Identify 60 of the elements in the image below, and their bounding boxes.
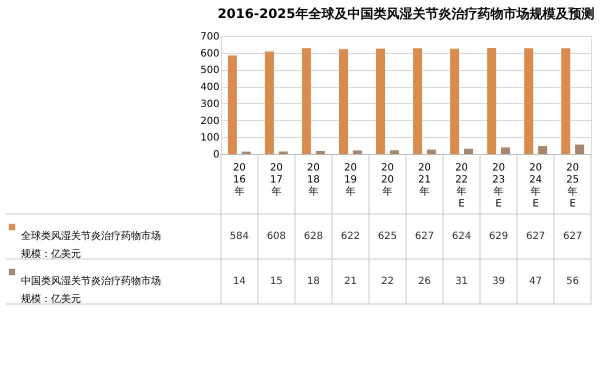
x-tick-label: 2021年 [418,162,431,198]
bar [302,48,311,154]
bar [501,147,510,154]
data-label: 31 [455,276,468,287]
bar [390,150,399,154]
data-label: 18 [307,276,320,287]
x-tick-label: 2016年 [232,162,246,198]
bar [538,146,548,154]
y-tick-label: 300 [200,98,220,110]
x-tick-label: 2022年E [455,162,468,210]
bar [264,52,274,154]
bar [450,48,460,154]
bar [464,148,473,154]
bar [575,144,584,154]
y-tick-label: 0 [213,150,220,160]
data-label: 47 [529,276,542,287]
chart-title: 2016-2025年全球及中国类风湿关节炎治疗药物市场规模及预测 [218,6,594,22]
x-tick-label: 2024年E [529,162,542,210]
bar [278,151,288,154]
legend-label: 全球类风湿关节炎治疗药物市场规模：亿美元 [21,230,161,260]
bar [426,150,436,154]
y-tick-label: 700 [200,32,220,42]
bar [376,48,386,154]
bar [228,56,237,154]
y-tick-label: 400 [200,82,220,94]
bar [561,48,570,154]
data-label: 584 [230,231,249,242]
x-tick-label: 2025年E [566,162,580,210]
x-tick-label: 2023年E [492,162,505,210]
x-tick-label: 2020年 [381,162,394,198]
x-tick-label: 2017年 [270,162,283,198]
y-tick-label: 100 [200,132,220,144]
data-label: 629 [489,231,508,242]
y-tick-label: 500 [200,65,220,76]
data-label: 627 [414,231,434,242]
data-label: 22 [381,276,394,287]
bar [339,49,348,154]
data-label: 15 [270,276,283,287]
bar [413,48,422,154]
bar [487,48,496,154]
x-tick-label: 2018年 [307,162,320,198]
data-label: 21 [344,276,357,287]
data-label: 627 [563,231,582,242]
data-label: 26 [418,276,431,287]
legend-label: 中国类风湿关节炎治疗药物市场规模：亿美元 [21,275,161,305]
data-label: 627 [526,231,546,242]
y-tick-label: 200 [200,116,220,127]
bar [352,150,362,154]
x-tick-label: 2019年 [344,162,357,198]
data-label: 14 [232,276,246,287]
data-label: 628 [304,231,323,242]
data-label: 39 [492,276,505,287]
bar [316,150,325,154]
data-label: 622 [340,231,360,242]
y-tick-label: 600 [200,48,220,60]
data-label: 625 [378,231,398,242]
bar [524,48,534,154]
data-label: 624 [452,231,472,242]
data-label: 56 [566,276,580,287]
data-label: 608 [266,231,286,242]
